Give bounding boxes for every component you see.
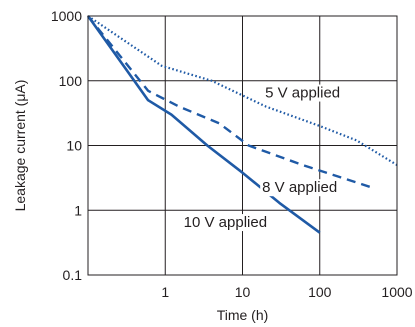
series-annotation: 10 V applied <box>184 214 267 231</box>
series-annotation: 8 V applied <box>262 179 337 196</box>
series-line-1 <box>87 15 398 166</box>
series-line-2 <box>87 15 375 190</box>
x-tick-labels: 1 10 100 1000 <box>161 284 412 300</box>
y-tick-label: 1000 <box>51 8 82 24</box>
y-tick-label: 100 <box>59 73 83 89</box>
x-tick-label: 100 <box>308 284 332 300</box>
x-tick-label: 10 <box>235 284 251 300</box>
grid <box>88 15 398 276</box>
series-annotation: 5 V applied <box>265 85 340 102</box>
y-tick-label: 10 <box>66 138 82 154</box>
annotation-background <box>263 84 343 102</box>
series-annotations: 5 V applied 8 V applied 10 V applied <box>181 84 343 232</box>
x-axis-label: Time (h) <box>217 307 269 323</box>
x-tick-label: 1000 <box>381 284 412 300</box>
y-tick-label: 1 <box>74 202 82 218</box>
plot-frame <box>87 15 398 276</box>
y-tick-label: 0.1 <box>63 267 83 283</box>
annotation-background <box>260 179 340 197</box>
y-tick-labels: 1000 100 10 1 0.1 <box>51 8 82 283</box>
x-tick-label: 1 <box>161 284 169 300</box>
annotation-background <box>181 214 270 232</box>
series-line-3 <box>86 15 321 234</box>
y-axis-label: Leakage current (μA) <box>12 80 28 212</box>
series-lines <box>86 15 398 234</box>
